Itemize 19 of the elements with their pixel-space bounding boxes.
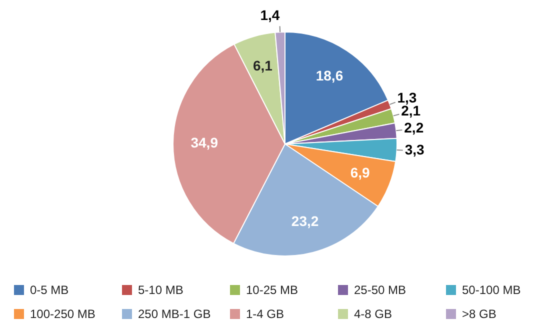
data-label: 6,1 bbox=[253, 57, 273, 74]
data-label: 18,6 bbox=[316, 68, 344, 84]
legend-label: 4-8 GB bbox=[354, 307, 392, 321]
legend-label: 25-50 MB bbox=[354, 283, 406, 297]
data-label: 1,3 bbox=[397, 90, 417, 106]
legend-label: 10-25 MB bbox=[246, 283, 298, 297]
legend-label: 1-4 GB bbox=[246, 307, 284, 321]
data-label: 1,4 bbox=[260, 6, 280, 23]
legend-label: >8 GB bbox=[462, 307, 496, 321]
legend-label: 100-250 MB bbox=[30, 307, 96, 321]
legend-label: 50-100 MB bbox=[462, 283, 521, 297]
data-label: 3,3 bbox=[404, 142, 425, 158]
legend-label: 5-10 MB bbox=[138, 283, 184, 297]
data-label: 23,2 bbox=[291, 212, 319, 229]
legend-label: 0-5 MB bbox=[30, 283, 69, 297]
data-label: 2,2 bbox=[404, 120, 424, 136]
legend-label: 250 MB-1 GB bbox=[138, 307, 211, 321]
data-label: 34,9 bbox=[190, 134, 218, 151]
data-label: 6,9 bbox=[350, 164, 370, 180]
